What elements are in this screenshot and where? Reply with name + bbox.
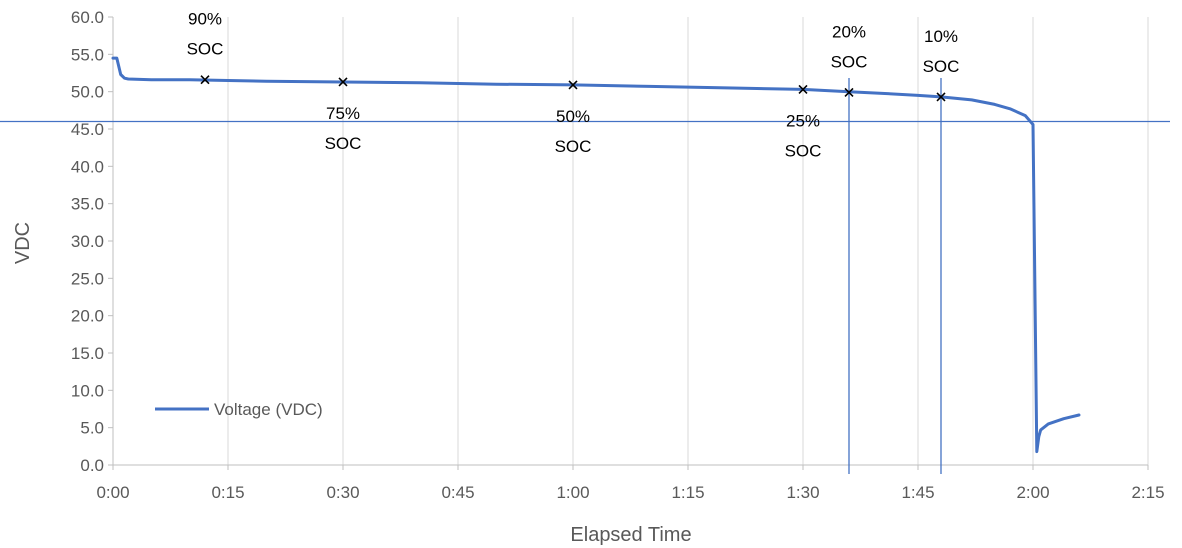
series-line-voltage — [111, 56, 1081, 454]
soc-marker — [568, 80, 578, 90]
soc-label-percent: 75% — [326, 104, 360, 123]
soc-label-percent: 10% — [924, 27, 958, 46]
annotation-layer: 90% SOC 75% SOC 50% SOC 25% SOC 20% SOC 10% SOC — [187, 10, 960, 161]
soc-label-text: SOC — [187, 40, 224, 59]
soc-label-text: SOC — [923, 57, 960, 76]
y-tick-label: 15.0 — [71, 344, 104, 363]
x-tick-label: 0:15 — [211, 483, 244, 502]
x-axis-title: Elapsed Time — [570, 524, 691, 546]
y-tick-label: 20.0 — [71, 307, 104, 326]
soc-label-percent: 25% — [786, 111, 820, 130]
soc-label-text: SOC — [325, 134, 362, 153]
x-tick-label: 2:00 — [1016, 483, 1049, 502]
x-tick-label: 1:00 — [556, 483, 589, 502]
soc-label-text: SOC — [831, 52, 868, 71]
y-axis-title: VDC — [12, 222, 34, 264]
soc-label-percent: 50% — [556, 107, 590, 126]
x-tick-label: 0:45 — [441, 483, 474, 502]
x-tick-label: 0:00 — [96, 483, 129, 502]
y-tick-label: 60.0 — [71, 8, 104, 27]
y-tick-label: 40.0 — [71, 157, 104, 176]
x-tick-label: 2:15 — [1131, 483, 1164, 502]
soc-marker — [844, 87, 854, 97]
axis-layer: 0:00 0:15 0:30 0:45 1:00 1:15 1:30 1:45 2:00 2:15… — [71, 8, 1165, 502]
soc-marker — [200, 75, 210, 85]
series-layer — [111, 56, 1081, 454]
grid-layer — [227, 17, 1149, 465]
y-tick-label: 30.0 — [71, 232, 104, 251]
y-tick-label: 50.0 — [71, 83, 104, 102]
soc-label-text: SOC — [785, 141, 822, 160]
y-tick-label: 10.0 — [71, 381, 104, 400]
x-tick-label: 0:30 — [326, 483, 359, 502]
y-tick-label: 0.0 — [80, 456, 104, 475]
soc-label-percent: 90% — [188, 10, 222, 29]
y-tick-label: 45.0 — [71, 120, 104, 139]
soc-label-percent: 20% — [832, 22, 866, 41]
soc-label-text: SOC — [555, 137, 592, 156]
y-tick-label: 35.0 — [71, 195, 104, 214]
reference-lines — [0, 78, 1170, 474]
x-tick-label: 1:45 — [901, 483, 934, 502]
soc-marker — [338, 77, 348, 87]
legend-label: Voltage (VDC) — [214, 400, 323, 419]
y-tick-label: 55.0 — [71, 45, 104, 64]
x-tick-label: 1:30 — [786, 483, 819, 502]
y-tick-label: 5.0 — [80, 419, 104, 438]
soc-marker — [936, 92, 946, 102]
y-tick-label: 25.0 — [71, 269, 104, 288]
x-tick-label: 1:15 — [671, 483, 704, 502]
soc-marker — [798, 84, 808, 94]
legend: Voltage (VDC) — [155, 400, 323, 419]
